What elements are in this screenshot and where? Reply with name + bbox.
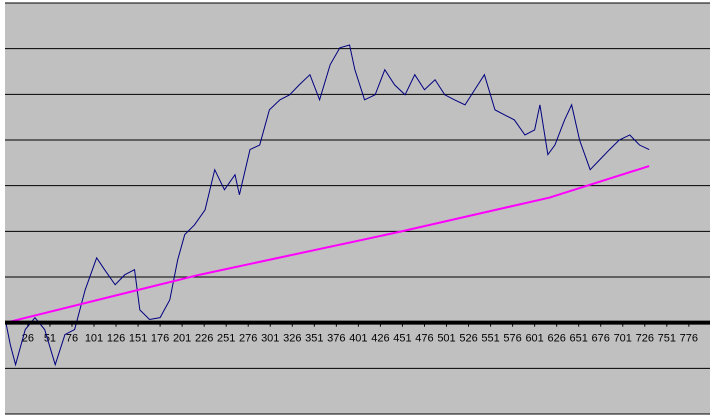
x-tick-label: 601 bbox=[525, 333, 543, 345]
x-tick-label: 501 bbox=[437, 333, 455, 345]
x-tick-label: 176 bbox=[151, 333, 169, 345]
x-tick-label: 476 bbox=[415, 333, 433, 345]
x-tick-label: 76 bbox=[66, 333, 78, 345]
x-tick-label: 726 bbox=[636, 333, 654, 345]
x-tick-label: 526 bbox=[459, 333, 477, 345]
x-tick-label: 26 bbox=[22, 333, 34, 345]
x-tick-label: 326 bbox=[283, 333, 301, 345]
x-tick-label: 551 bbox=[481, 333, 499, 345]
x-tick-label: 676 bbox=[592, 333, 610, 345]
x-tick-label: 101 bbox=[85, 333, 103, 345]
x-tick-label: 651 bbox=[570, 333, 588, 345]
x-tick-label: 151 bbox=[129, 333, 147, 345]
x-tick-label: 576 bbox=[503, 333, 521, 345]
x-tick-label: 626 bbox=[547, 333, 565, 345]
x-tick-label: 401 bbox=[349, 333, 367, 345]
x-tick-label: 701 bbox=[614, 333, 632, 345]
x-tick-label: 301 bbox=[261, 333, 279, 345]
x-tick-label: 776 bbox=[680, 333, 698, 345]
x-tick-label: 751 bbox=[658, 333, 676, 345]
x-tick-label: 126 bbox=[107, 333, 125, 345]
data-line bbox=[5, 44, 650, 367]
plot-area bbox=[5, 3, 710, 414]
x-tick-label: 376 bbox=[327, 333, 345, 345]
x-tick-label: 251 bbox=[217, 333, 235, 345]
x-tick-label: 451 bbox=[393, 333, 411, 345]
x-tick-label: 226 bbox=[195, 333, 213, 345]
data-line bbox=[5, 165, 650, 324]
x-tick-label: 351 bbox=[305, 333, 323, 345]
x-tick-label: 426 bbox=[371, 333, 389, 345]
x-tick-label: 201 bbox=[173, 333, 191, 345]
x-tick-label: 276 bbox=[239, 333, 257, 345]
